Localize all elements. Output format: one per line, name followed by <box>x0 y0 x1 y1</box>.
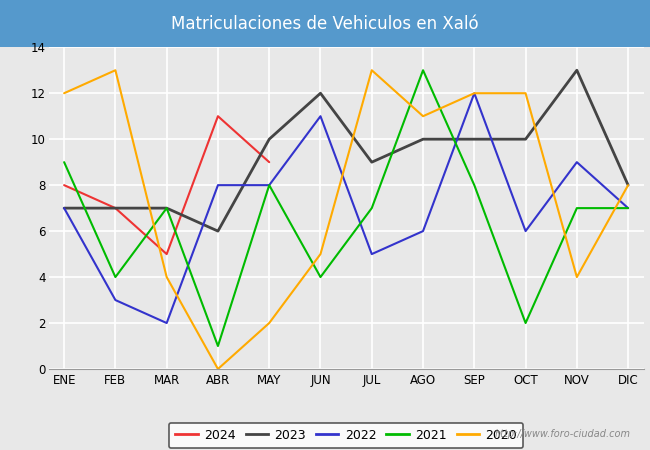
Text: http://www.foro-ciudad.com: http://www.foro-ciudad.com <box>495 429 630 439</box>
Legend: 2024, 2023, 2022, 2021, 2020: 2024, 2023, 2022, 2021, 2020 <box>169 423 523 448</box>
Text: Matriculaciones de Vehiculos en Xaló: Matriculaciones de Vehiculos en Xaló <box>171 14 479 33</box>
